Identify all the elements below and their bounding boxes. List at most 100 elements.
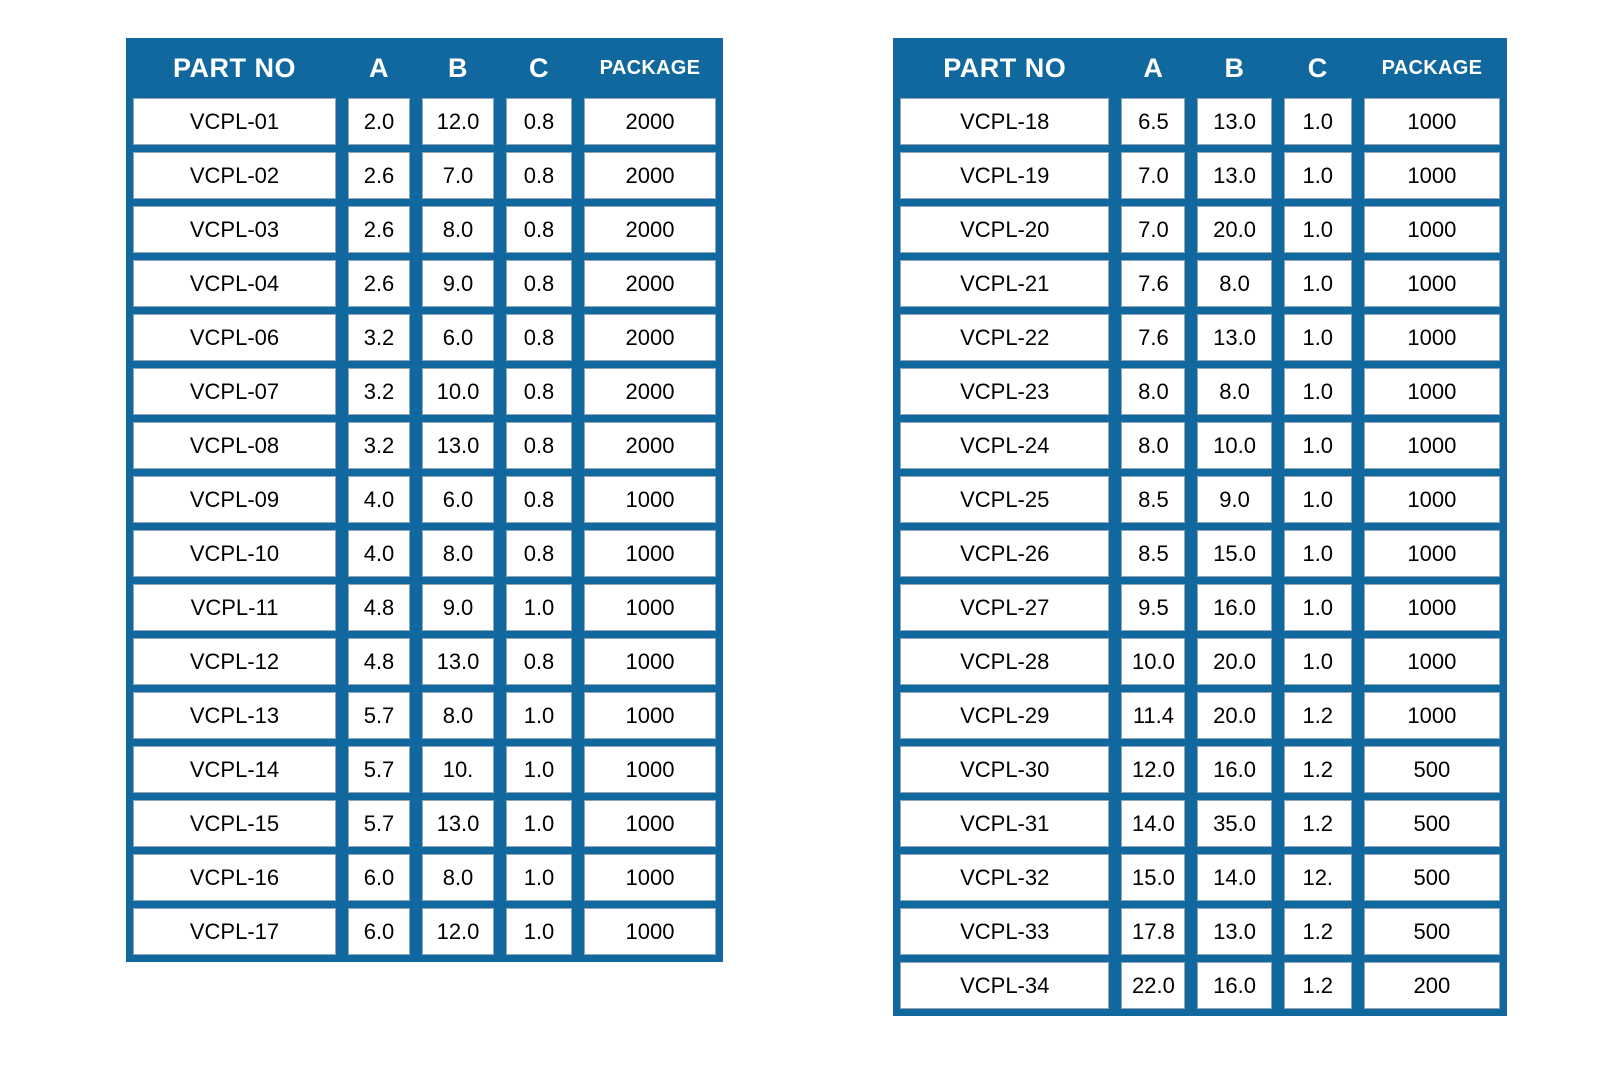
cell-b: 8.0 xyxy=(422,206,494,253)
cell-package: 2000 xyxy=(584,98,716,145)
cell-a: 11.4 xyxy=(1121,692,1186,739)
cell-c: 1.0 xyxy=(1283,530,1352,577)
cell-part-no: VCPL-09 xyxy=(133,476,336,523)
cell-part-no: VCPL-04 xyxy=(133,260,336,307)
cell-b: 8.0 xyxy=(1197,368,1272,415)
cell-part-no: VCPL-06 xyxy=(133,314,336,361)
cell-a: 7.0 xyxy=(1121,152,1186,199)
cell-c: 1.2 xyxy=(1283,746,1352,793)
cell-c: 0.8 xyxy=(506,260,572,307)
cell-c: 0.8 xyxy=(506,638,572,685)
cell-a: 10.0 xyxy=(1121,638,1186,685)
column-header-part-no: PART NO xyxy=(173,52,296,83)
cell-package: 1000 xyxy=(1363,638,1500,685)
cell-a: 8.0 xyxy=(1121,422,1186,469)
cell-b: 13.0 xyxy=(422,422,494,469)
cell-b: 14.0 xyxy=(1197,854,1272,901)
cell-c: 1.0 xyxy=(1283,152,1352,199)
cell-part-no: VCPL-24 xyxy=(900,422,1110,469)
cell-package: 1000 xyxy=(1363,692,1500,739)
cell-b: 13.0 xyxy=(1197,314,1272,361)
cell-b: 8.0 xyxy=(422,530,494,577)
cell-a: 2.6 xyxy=(348,260,410,307)
cell-package: 2000 xyxy=(584,152,716,199)
cell-part-no: VCPL-30 xyxy=(900,746,1110,793)
cell-package: 1000 xyxy=(584,692,716,739)
cell-a: 6.0 xyxy=(348,854,410,901)
cell-c: 1.0 xyxy=(1283,98,1352,145)
cell-part-no: VCPL-19 xyxy=(900,152,1110,199)
cell-package: 1000 xyxy=(584,584,716,631)
cell-package: 1000 xyxy=(584,908,716,955)
cell-b: 6.0 xyxy=(422,314,494,361)
cell-part-no: VCPL-03 xyxy=(133,206,336,253)
cell-c: 0.8 xyxy=(506,206,572,253)
cell-c: 1.0 xyxy=(506,854,572,901)
cell-b: 15.0 xyxy=(1197,530,1272,577)
cell-a: 4.0 xyxy=(348,530,410,577)
cell-part-no: VCPL-13 xyxy=(133,692,336,739)
cell-c: 1.2 xyxy=(1283,908,1352,955)
cell-b: 20.0 xyxy=(1197,206,1272,253)
table-body: VCPL-01 2.0 12.0 0.8 2000 VCPL-02 2.6 7.0 0.8 200… xyxy=(133,98,716,955)
table-header-row: PART NO A B C PACKAGE xyxy=(133,38,716,98)
cell-package: 2000 xyxy=(584,422,716,469)
cell-package: 1000 xyxy=(1363,260,1500,307)
cell-part-no: VCPL-01 xyxy=(133,98,336,145)
cell-part-no: VCPL-20 xyxy=(900,206,1110,253)
parts-table-right: PART NO A B C PACKAGE VCPL-18 6.5 13.0 1.0 1… xyxy=(893,38,1507,1016)
cell-package: 1000 xyxy=(1363,152,1500,199)
cell-part-no: VCPL-25 xyxy=(900,476,1110,523)
cell-part-no: VCPL-10 xyxy=(133,530,336,577)
cell-c: 0.8 xyxy=(506,314,572,361)
cell-a: 2.0 xyxy=(348,98,410,145)
cell-c: 1.2 xyxy=(1283,692,1352,739)
cell-package: 2000 xyxy=(584,206,716,253)
cell-b: 13.0 xyxy=(422,800,494,847)
cell-b: 7.0 xyxy=(422,152,494,199)
cell-a: 14.0 xyxy=(1121,800,1186,847)
cell-part-no: VCPL-26 xyxy=(900,530,1110,577)
cell-a: 4.8 xyxy=(348,584,410,631)
cell-c: 1.0 xyxy=(1283,206,1352,253)
cell-a: 22.0 xyxy=(1121,962,1186,1009)
column-header-part-no: PART NO xyxy=(943,52,1067,83)
cell-b: 12.0 xyxy=(422,98,494,145)
cell-b: 16.0 xyxy=(1197,746,1272,793)
cell-package: 1000 xyxy=(1363,98,1500,145)
cell-part-no: VCPL-29 xyxy=(900,692,1110,739)
cell-part-no: VCPL-33 xyxy=(900,908,1110,955)
cell-c: 1.0 xyxy=(1283,422,1352,469)
cell-a: 8.0 xyxy=(1121,368,1186,415)
cell-a: 7.0 xyxy=(1121,206,1186,253)
cell-b: 16.0 xyxy=(1197,584,1272,631)
column-header-a: A xyxy=(1143,52,1164,83)
cell-a: 2.6 xyxy=(348,152,410,199)
cell-a: 4.8 xyxy=(348,638,410,685)
cell-c: 1.0 xyxy=(1283,260,1352,307)
cell-a: 3.2 xyxy=(348,422,410,469)
table-body: VCPL-18 6.5 13.0 1.0 1000 VCPL-19 7.0 13.0 1.0 10… xyxy=(900,98,1500,1009)
cell-b: 8.0 xyxy=(422,854,494,901)
cell-a: 8.5 xyxy=(1121,476,1186,523)
cell-package: 1000 xyxy=(1363,422,1500,469)
cell-a: 8.5 xyxy=(1121,530,1186,577)
cell-a: 5.7 xyxy=(348,800,410,847)
cell-package: 500 xyxy=(1363,908,1500,955)
cell-part-no: VCPL-07 xyxy=(133,368,336,415)
column-header-package: PACKAGE xyxy=(599,56,701,79)
cell-b: 13.0 xyxy=(1197,152,1272,199)
cell-b: 8.0 xyxy=(1197,260,1272,307)
cell-c: 1.0 xyxy=(506,584,572,631)
column-header-c: C xyxy=(529,52,549,83)
cell-part-no: VCPL-34 xyxy=(900,962,1110,1009)
cell-c: 0.8 xyxy=(506,476,572,523)
cell-a: 2.6 xyxy=(348,206,410,253)
cell-part-no: VCPL-31 xyxy=(900,800,1110,847)
cell-c: 1.0 xyxy=(506,746,572,793)
cell-package: 1000 xyxy=(584,638,716,685)
cell-c: 1.0 xyxy=(506,800,572,847)
cell-package: 1000 xyxy=(1363,206,1500,253)
cell-package: 1000 xyxy=(584,530,716,577)
cell-part-no: VCPL-15 xyxy=(133,800,336,847)
